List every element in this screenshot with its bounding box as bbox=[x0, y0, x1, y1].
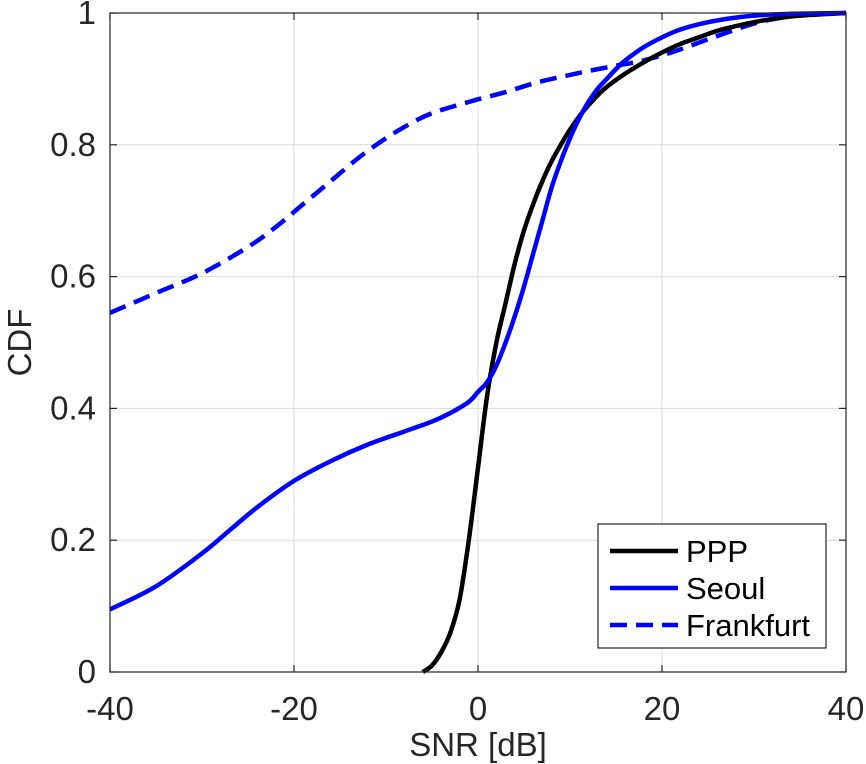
x-tick-label: 40 bbox=[828, 690, 865, 727]
x-tick-label: -40 bbox=[86, 690, 134, 727]
y-tick-label: 0.8 bbox=[50, 126, 96, 163]
series-line-ppp bbox=[421, 10, 847, 674]
series-line-frankfurt bbox=[109, 10, 847, 315]
series-line-seoul bbox=[108, 10, 847, 612]
x-tick-label: -20 bbox=[270, 690, 318, 727]
x-axis-label: SNR [dB] bbox=[409, 726, 547, 763]
y-tick-label: 0.2 bbox=[50, 521, 96, 558]
legend-label-seoul: Seoul bbox=[686, 571, 765, 606]
axis-ticks: -40 -20 0 20 40 0 0.2 0.4 0.6 0.8 1 bbox=[50, 0, 864, 727]
y-tick-label: 1 bbox=[78, 0, 96, 31]
y-axis-label: CDF bbox=[1, 309, 38, 377]
legend-label-ppp: PPP bbox=[686, 534, 748, 569]
y-tick-label: 0.6 bbox=[50, 258, 96, 295]
x-tick-label: 0 bbox=[469, 690, 487, 727]
x-tick-label: 20 bbox=[644, 690, 681, 727]
y-tick-label: 0.4 bbox=[50, 389, 96, 426]
legend-label-frankfurt: Frankfurt bbox=[686, 608, 810, 643]
series-lines bbox=[108, 10, 847, 674]
y-tick-label: 0 bbox=[78, 653, 96, 690]
